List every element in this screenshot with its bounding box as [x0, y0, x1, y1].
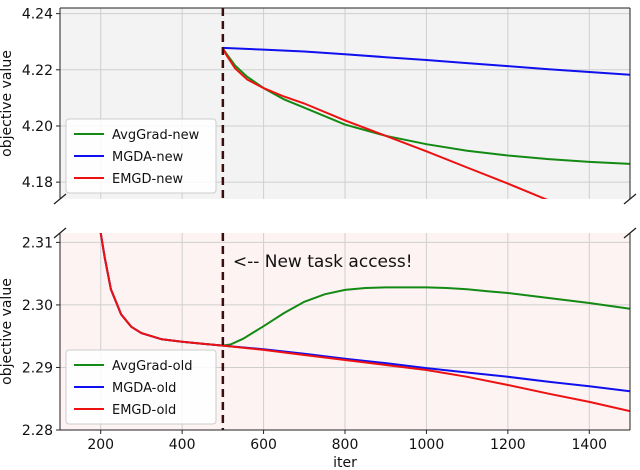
bottom-x-tick-label-6: 1400 [571, 437, 607, 453]
top-series-group [222, 46, 630, 199]
bottom-y-axis-label: objective value [0, 278, 15, 385]
top-series-line-mgda-new [222, 46, 630, 76]
top-series-line-avggrad-new [222, 48, 630, 165]
top-legend-label-1: MGDA-new [112, 150, 184, 165]
bottom-x-tick-label-1: 400 [169, 437, 196, 453]
top-axis-break-1 [623, 193, 637, 205]
top-legend-box [65, 118, 217, 194]
bottom-axis-break-1 [623, 227, 637, 239]
bottom-y-tick-label-2: 2.30 [22, 298, 53, 314]
bottom-legend-label-0: AvgGrad-old [112, 359, 192, 374]
bottom-axis-break-0 [53, 227, 67, 239]
bottom-x-tick-label-0: 200 [87, 437, 114, 453]
top-y-tick-label-2: 4.22 [22, 63, 53, 79]
bottom-y-tick-label-1: 2.29 [22, 360, 53, 376]
bottom-x-tick-label-4: 1000 [409, 437, 445, 453]
top-y-tick-label-1: 4.20 [22, 119, 53, 135]
top-legend-label-0: AvgGrad-new [112, 128, 200, 143]
top-legend: AvgGrad-new MGDA-new EMGD-new [65, 118, 217, 194]
bottom-series-group [99, 233, 630, 413]
top-y-axis-label: objective value [0, 50, 15, 157]
top-axis-break-0 [53, 193, 67, 205]
bottom-annotation: <-- New task access! [233, 252, 413, 272]
bottom-legend: AvgGrad-old MGDA-old EMGD-old [65, 349, 217, 425]
top-legend-label-2: EMGD-new [112, 172, 183, 187]
bottom-legend-label-2: EMGD-old [112, 403, 176, 418]
bottom-x-tick-label-3: 800 [332, 437, 359, 453]
bottom-series-line-emgd-old [99, 233, 630, 413]
top-series-line-emgd-new [222, 48, 548, 199]
bottom-x-axis-label: iter [333, 455, 357, 470]
bottom-y-tick-label-3: 2.31 [22, 235, 53, 251]
top-y-tick-label-0: 4.18 [22, 175, 53, 191]
bottom-legend-box [65, 349, 217, 425]
top-y-tick-label-3: 4.24 [22, 7, 53, 23]
bottom-legend-label-1: MGDA-old [112, 381, 176, 396]
bottom-x-tick-label-2: 600 [250, 437, 277, 453]
bottom-x-tick-label-5: 1200 [490, 437, 526, 453]
bottom-y-tick-label-0: 2.28 [22, 423, 53, 439]
